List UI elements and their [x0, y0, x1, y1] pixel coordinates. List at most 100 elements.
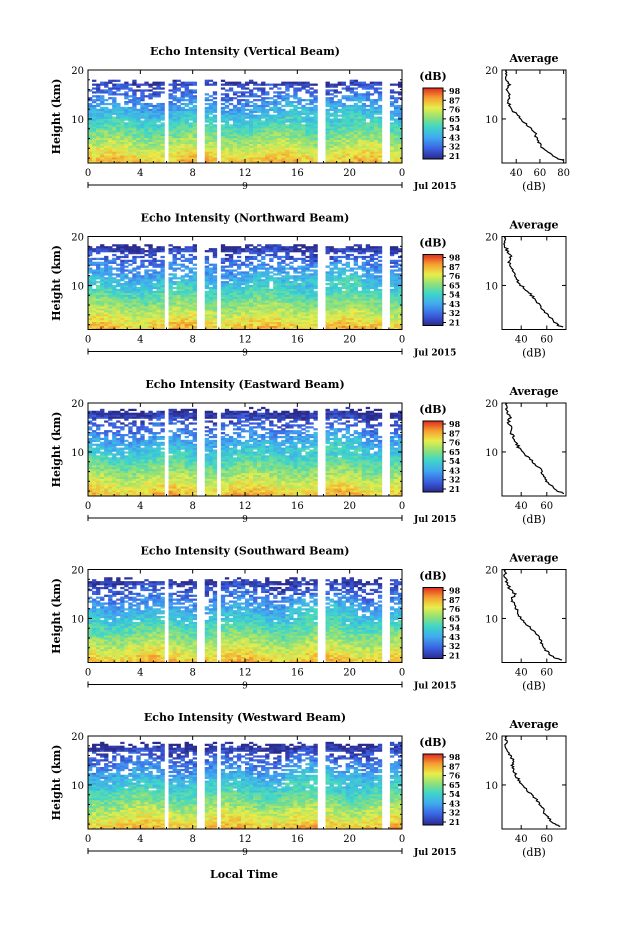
heatmap-cell [353, 126, 359, 129]
heatmap-cell [349, 284, 354, 288]
heatmap-cell [192, 298, 197, 301]
heatmap-cell [132, 106, 137, 110]
heatmap-cell [120, 327, 125, 330]
heatmap-cell [112, 106, 117, 110]
heatmap-cell [393, 161, 399, 164]
heatmap-cell [361, 143, 367, 146]
heatmap-cell [188, 97, 193, 100]
heatmap-cell [112, 279, 117, 282]
heatmap-cell [124, 290, 129, 293]
heatmap-cell [108, 143, 113, 146]
heatmap-cell [132, 300, 137, 303]
heatmap-cell [180, 269, 185, 272]
heatmap-cell [285, 288, 290, 292]
heatmap-cell [192, 145, 197, 148]
heatmap-cell [345, 315, 350, 319]
heatmap-cell [257, 317, 262, 321]
x-tick-label: 0 [399, 168, 405, 179]
heatmap-cell [168, 286, 173, 290]
heatmap-cell [224, 321, 230, 324]
heatmap-cell [204, 275, 210, 278]
heatmap-cell [349, 327, 354, 330]
heatmap-cell [116, 149, 121, 152]
heatmap-cell [361, 310, 367, 313]
heatmap-cell [132, 126, 137, 129]
heatmap-cell [369, 161, 375, 164]
heatmap-cell [309, 325, 314, 328]
heatmap-cell [188, 292, 193, 295]
heatmap-cell [353, 114, 359, 117]
heatmap-cell [377, 108, 383, 111]
heatmap-cell [313, 323, 318, 326]
heatmap-cell [128, 298, 133, 301]
heatmap-cell [353, 306, 359, 309]
heatmap-cell [112, 284, 117, 288]
heatmap-cell [220, 116, 226, 119]
heatmap-cell [92, 302, 97, 305]
heatmap-cell [341, 314, 346, 317]
heatmap-cell [156, 161, 161, 164]
heatmap-cell [285, 275, 290, 278]
heatmap-cell [112, 91, 117, 94]
heatmap-cell [349, 137, 354, 141]
heatmap-cell [269, 315, 274, 319]
heatmap-cell [156, 315, 161, 319]
heatmap-cell [373, 147, 379, 150]
heatmap-cell [148, 161, 153, 164]
heatmap-cell [325, 81, 330, 84]
heatmap-cell [120, 139, 125, 142]
heatmap-cell [245, 319, 250, 323]
heatmap-cell [168, 106, 173, 110]
heatmap-cell [337, 288, 342, 292]
heatmap-cell [257, 139, 262, 142]
heatmap-cell [112, 128, 117, 131]
heatmap-cell [297, 83, 302, 86]
heatmap-cell [240, 273, 246, 276]
heatmap-cell [373, 139, 379, 142]
heatmap-cell [345, 106, 350, 110]
heatmap-cell [180, 314, 185, 317]
heatmap-cell [188, 81, 193, 84]
heatmap-cell [281, 99, 286, 102]
heatmap-cell [349, 294, 354, 297]
heatmap-cell [132, 312, 137, 315]
heatmap-cell [309, 155, 314, 158]
heatmap-cell [92, 325, 97, 328]
heatmap-cell [265, 267, 270, 270]
heatmap-cell [228, 87, 234, 90]
heatmap-cell [156, 87, 161, 90]
heatmap-cell [301, 288, 306, 292]
heatmap-cell [236, 271, 242, 274]
heatmap-cell [132, 151, 137, 154]
heatmap-cell [329, 290, 334, 293]
heatmap-cell [184, 250, 189, 253]
heatmap-cell [128, 323, 133, 326]
heatmap-cell [112, 296, 117, 299]
heatmap-cell [273, 286, 278, 290]
heatmap-cell [357, 95, 363, 98]
heatmap-cell [172, 159, 177, 162]
heatmap-cell [245, 298, 250, 301]
heatmap-cell [140, 95, 145, 98]
heatmap-cell [245, 263, 250, 266]
heatmap-cell [188, 304, 193, 307]
heatmap-cell [257, 95, 262, 98]
heatmap-cell [132, 137, 137, 141]
heatmap-cell [128, 108, 133, 111]
heatmap-cell [325, 283, 330, 286]
heatmap-cell [269, 143, 274, 146]
heatmap-cell [285, 255, 290, 259]
heatmap-cell [297, 304, 302, 307]
heatmap-cell [232, 91, 238, 94]
heatmap-cell [128, 296, 133, 299]
heatmap-cell [349, 149, 354, 152]
heatmap-cell [305, 290, 310, 293]
heatmap-cell [257, 319, 262, 323]
heatmap-cell [253, 110, 258, 113]
heatmap-cell [92, 250, 97, 253]
heatmap-cell [281, 269, 286, 272]
heatmap-cell [156, 310, 161, 313]
heatmap-cell [144, 116, 149, 119]
heatmap-cell [124, 147, 129, 150]
heatmap-cell [148, 319, 153, 323]
